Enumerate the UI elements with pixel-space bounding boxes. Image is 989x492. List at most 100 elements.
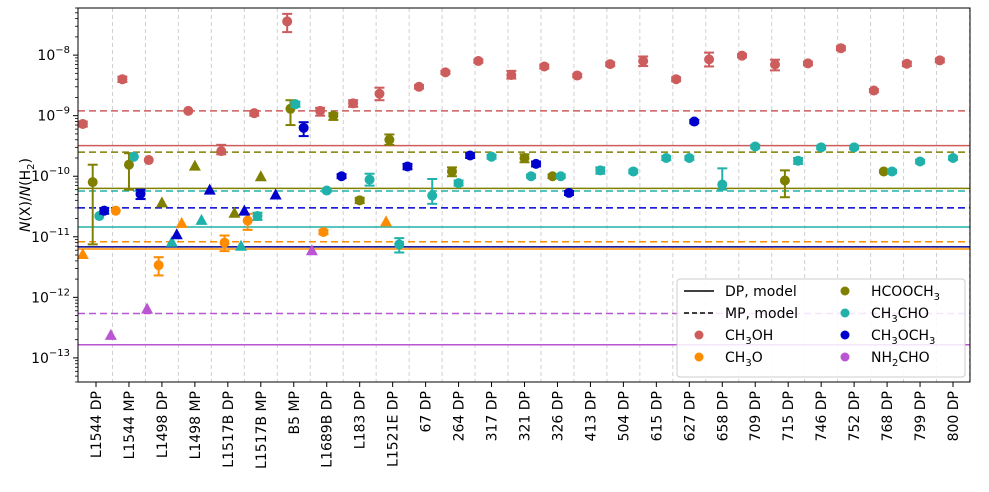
data-point-triangle bbox=[175, 216, 188, 228]
x-tick-label: 746 DP bbox=[814, 391, 830, 441]
legend-item: HCOOCH3 bbox=[840, 284, 940, 303]
data-point bbox=[348, 98, 359, 109]
data-point bbox=[547, 171, 558, 182]
legend-marker bbox=[694, 330, 704, 340]
data-point bbox=[336, 171, 347, 182]
data-point bbox=[915, 156, 926, 167]
data-point bbox=[110, 205, 121, 216]
data-point-triangle bbox=[188, 159, 201, 171]
data-point bbox=[750, 141, 761, 152]
data-points bbox=[76, 12, 958, 340]
y-axis: 10−8 10−9 10−10 10−11 10−12 10−13 bbox=[31, 7, 78, 383]
series-ch3oh bbox=[77, 12, 945, 166]
x-tick-label: B5 MP bbox=[287, 391, 303, 434]
y-tick-label: 10−10 bbox=[31, 166, 70, 185]
data-point bbox=[453, 178, 464, 189]
data-point bbox=[183, 105, 194, 116]
x-axis: L1544 DP L1544 MP L1498 DP L1498 MP L1517B D… bbox=[89, 382, 962, 469]
data-point bbox=[628, 166, 639, 177]
data-point bbox=[572, 70, 583, 81]
data-point bbox=[704, 54, 715, 65]
legend-marker bbox=[840, 308, 850, 318]
data-point-triangle bbox=[141, 302, 154, 314]
x-tick-label: 321 DP bbox=[518, 391, 534, 441]
data-point bbox=[374, 88, 385, 99]
y-tick-label: 10−8 bbox=[37, 45, 70, 64]
data-point bbox=[446, 166, 457, 177]
data-point-triangle bbox=[76, 247, 89, 259]
y-tick-label: 10−11 bbox=[31, 227, 70, 246]
data-point-triangle bbox=[254, 170, 267, 182]
x-tick-label: 413 DP bbox=[583, 391, 599, 441]
x-tick-label: 715 DP bbox=[781, 391, 797, 441]
x-tick-label: 658 DP bbox=[715, 391, 731, 441]
data-point bbox=[684, 153, 695, 164]
data-point bbox=[526, 171, 537, 182]
data-point bbox=[143, 155, 154, 166]
data-point bbox=[364, 174, 375, 185]
data-point bbox=[779, 175, 790, 186]
data-point bbox=[252, 211, 263, 222]
x-tick-label: L1689B DP bbox=[320, 391, 336, 468]
data-point-triangle bbox=[269, 188, 282, 200]
data-point bbox=[717, 179, 728, 190]
data-point bbox=[563, 187, 574, 198]
data-point bbox=[318, 226, 329, 237]
data-point bbox=[87, 177, 98, 188]
data-point bbox=[402, 161, 413, 172]
legend-label: CH3OCH3 bbox=[871, 328, 935, 347]
x-tick-label: L1544 DP bbox=[89, 391, 105, 458]
data-point bbox=[555, 171, 566, 182]
data-point-triangle bbox=[165, 235, 178, 247]
x-tick-label: 317 DP bbox=[485, 391, 501, 441]
data-point bbox=[99, 205, 110, 216]
data-point bbox=[465, 150, 476, 161]
legend-label: DP, model bbox=[725, 284, 797, 300]
data-point bbox=[128, 151, 139, 162]
legend-label: MP, model bbox=[725, 306, 798, 322]
data-point bbox=[290, 99, 301, 110]
data-point bbox=[384, 134, 395, 145]
data-point bbox=[901, 58, 912, 69]
legend-label: CH3CHO bbox=[871, 306, 929, 325]
x-tick-label: L1498 MP bbox=[188, 391, 204, 459]
data-point bbox=[816, 142, 827, 153]
x-tick-label: 800 DP bbox=[946, 391, 962, 441]
data-point bbox=[605, 59, 616, 70]
x-tick-label: 615 DP bbox=[649, 391, 665, 441]
data-point-triangle bbox=[104, 328, 117, 340]
data-point-triangle bbox=[203, 183, 216, 195]
data-point bbox=[394, 239, 405, 250]
legend-item: CH3O bbox=[694, 350, 763, 369]
legend-label: CH3O bbox=[725, 350, 763, 369]
x-tick-label: 264 DP bbox=[452, 391, 468, 441]
data-point bbox=[440, 67, 451, 78]
data-point bbox=[595, 165, 606, 176]
legend-marker bbox=[694, 352, 704, 362]
x-tick-label: 504 DP bbox=[616, 391, 632, 441]
data-point bbox=[282, 16, 293, 27]
data-point bbox=[849, 142, 860, 153]
data-point bbox=[219, 237, 230, 248]
legend-item: CH3OCH3 bbox=[840, 328, 935, 347]
data-point bbox=[887, 166, 898, 177]
data-point bbox=[770, 59, 781, 70]
legend-item: CH3OH bbox=[694, 328, 773, 347]
data-point-triangle bbox=[228, 206, 241, 218]
legend-label: NH2CHO bbox=[871, 350, 930, 369]
x-tick-label: L1498 DP bbox=[155, 391, 171, 458]
x-tick-label: L183 DP bbox=[353, 391, 369, 449]
series-ch3och3 bbox=[99, 116, 700, 240]
x-tick-label: 799 DP bbox=[913, 391, 929, 441]
x-tick-label: L1544 MP bbox=[122, 391, 138, 459]
data-point-triangle bbox=[195, 213, 208, 225]
data-point bbox=[315, 105, 326, 116]
legend-marker bbox=[840, 330, 850, 340]
series-hcooch3 bbox=[87, 99, 889, 246]
x-tick-label: 627 DP bbox=[682, 391, 698, 441]
data-point bbox=[216, 146, 227, 157]
data-point bbox=[117, 74, 128, 85]
data-point bbox=[427, 190, 438, 201]
data-point-triangle bbox=[235, 239, 248, 251]
